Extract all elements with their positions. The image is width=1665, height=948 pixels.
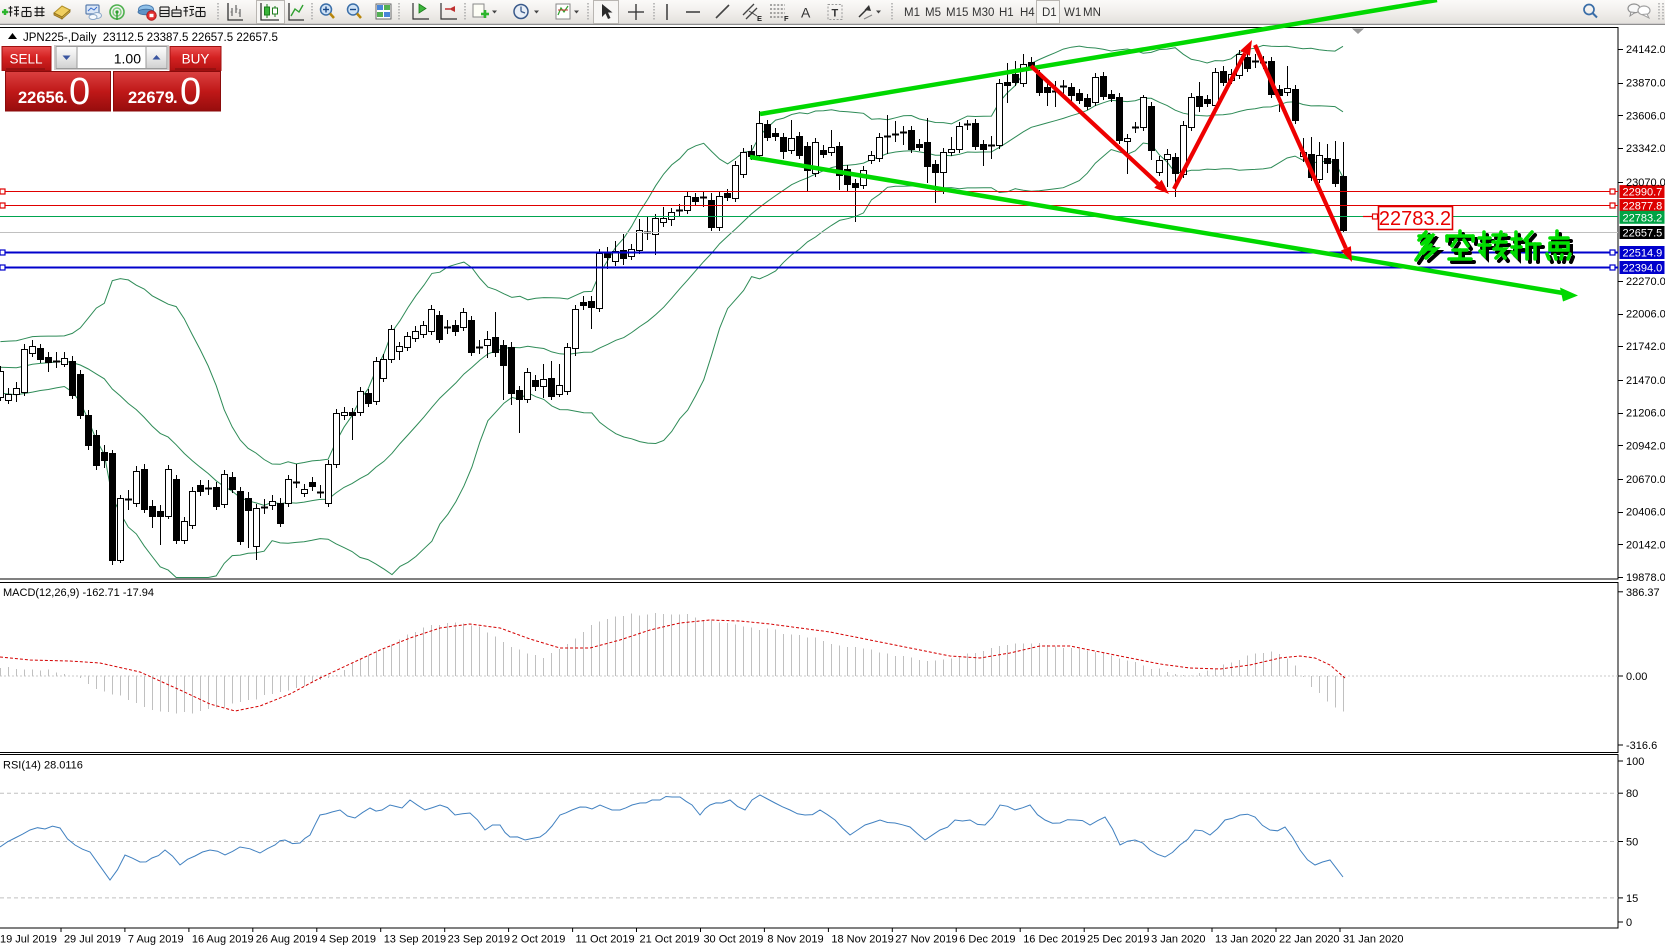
svg-text:D1: D1	[1042, 7, 1057, 19]
svg-text:50: 50	[1626, 837, 1638, 849]
svg-text:MACD(12,26,9) -162.71 -17.94: MACD(12,26,9) -162.71 -17.94	[3, 587, 154, 599]
svg-text:20406.0: 20406.0	[1626, 507, 1665, 519]
svg-text:22006.0: 22006.0	[1626, 309, 1665, 321]
svg-text:13 Jan 2020: 13 Jan 2020	[1215, 934, 1276, 946]
svg-text:27 Nov 2019: 27 Nov 2019	[895, 934, 957, 946]
svg-text:16 Aug 2019: 16 Aug 2019	[192, 934, 254, 946]
svg-text:386.37: 386.37	[1626, 587, 1660, 599]
svg-text:25 Dec 2019: 25 Dec 2019	[1087, 934, 1149, 946]
svg-text:11 Oct 2019: 11 Oct 2019	[576, 934, 635, 946]
svg-text:22877.8: 22877.8	[1623, 201, 1663, 213]
svg-text:23606.0: 23606.0	[1626, 110, 1665, 122]
svg-text:M15: M15	[946, 7, 968, 19]
svg-text:M5: M5	[925, 7, 941, 19]
svg-text:2 Oct 2019: 2 Oct 2019	[512, 934, 566, 946]
svg-text:E: E	[757, 14, 762, 23]
svg-text:JPN225-,Daily 23112.5 23387.5: JPN225-,Daily 23112.5 23387.5 22657.5 22…	[23, 32, 278, 44]
svg-text:22783.2: 22783.2	[1623, 212, 1663, 224]
svg-text:0: 0	[1626, 917, 1632, 929]
svg-text:20942.0: 20942.0	[1626, 440, 1665, 452]
svg-text:100: 100	[1626, 756, 1644, 768]
svg-text:13 Sep 2019: 13 Sep 2019	[384, 934, 446, 946]
svg-text:.: .	[173, 89, 178, 107]
svg-text:21 Oct 2019: 21 Oct 2019	[640, 934, 700, 946]
svg-text:M1: M1	[904, 7, 920, 19]
svg-text:22514.9: 22514.9	[1623, 248, 1663, 260]
svg-text:29 Jul 2019: 29 Jul 2019	[64, 934, 121, 946]
svg-text:31 Jan 2020: 31 Jan 2020	[1343, 934, 1404, 946]
svg-text:1.00: 1.00	[114, 51, 141, 67]
svg-text:15: 15	[1626, 893, 1638, 905]
svg-text:22270.0: 22270.0	[1626, 276, 1665, 288]
svg-text:8 Nov 2019: 8 Nov 2019	[767, 934, 823, 946]
svg-text:19 Jul 2019: 19 Jul 2019	[0, 934, 57, 946]
svg-text:23870.0: 23870.0	[1626, 78, 1665, 90]
svg-text:24142.0: 24142.0	[1626, 44, 1665, 56]
svg-text:0.00: 0.00	[1626, 671, 1647, 683]
svg-text:H4: H4	[1020, 7, 1035, 19]
svg-text:26 Aug 2019: 26 Aug 2019	[256, 934, 318, 946]
svg-text:19878.0: 19878.0	[1626, 572, 1665, 584]
svg-text:4 Sep 2019: 4 Sep 2019	[320, 934, 376, 946]
svg-text:23342.0: 23342.0	[1626, 143, 1665, 155]
svg-text:20670.0: 20670.0	[1626, 474, 1665, 486]
svg-text:RSI(14) 28.0116: RSI(14) 28.0116	[3, 760, 83, 772]
svg-text:F: F	[784, 14, 789, 23]
svg-text:7 Aug 2019: 7 Aug 2019	[128, 934, 184, 946]
svg-text:BUY: BUY	[182, 52, 210, 67]
svg-text:3 Jan 2020: 3 Jan 2020	[1151, 934, 1205, 946]
svg-text:22 Jan 2020: 22 Jan 2020	[1279, 934, 1340, 946]
svg-text:0: 0	[69, 71, 90, 113]
svg-text:.: .	[63, 89, 68, 107]
svg-text:22394.0: 22394.0	[1623, 263, 1663, 275]
svg-text:22679: 22679	[128, 89, 174, 107]
svg-text:22990.7: 22990.7	[1623, 187, 1663, 199]
svg-text:M30: M30	[972, 7, 994, 19]
svg-text:-316.6: -316.6	[1626, 740, 1657, 752]
svg-text:18 Nov 2019: 18 Nov 2019	[831, 934, 893, 946]
svg-text:6 Dec 2019: 6 Dec 2019	[959, 934, 1015, 946]
svg-text:22783.2: 22783.2	[1379, 208, 1451, 230]
svg-text:20142.0: 20142.0	[1626, 539, 1665, 551]
svg-text:30 Oct 2019: 30 Oct 2019	[703, 934, 763, 946]
svg-text:T: T	[832, 8, 839, 20]
svg-text:21206.0: 21206.0	[1626, 408, 1665, 420]
svg-text:21470.0: 21470.0	[1626, 375, 1665, 387]
svg-text:22657.5: 22657.5	[1623, 228, 1663, 240]
svg-text:MN: MN	[1083, 7, 1101, 19]
svg-text:SELL: SELL	[9, 52, 43, 67]
svg-text:16 Dec 2019: 16 Dec 2019	[1023, 934, 1085, 946]
svg-text:H1: H1	[999, 7, 1014, 19]
svg-text:A: A	[801, 5, 811, 21]
svg-text:0: 0	[180, 71, 201, 113]
svg-text:23 Sep 2019: 23 Sep 2019	[448, 934, 510, 946]
svg-text:23070.0: 23070.0	[1626, 177, 1665, 189]
svg-text:80: 80	[1626, 788, 1638, 800]
svg-text:W1: W1	[1064, 7, 1081, 19]
svg-text:21742.0: 21742.0	[1626, 341, 1665, 353]
svg-text:22656: 22656	[18, 89, 64, 107]
